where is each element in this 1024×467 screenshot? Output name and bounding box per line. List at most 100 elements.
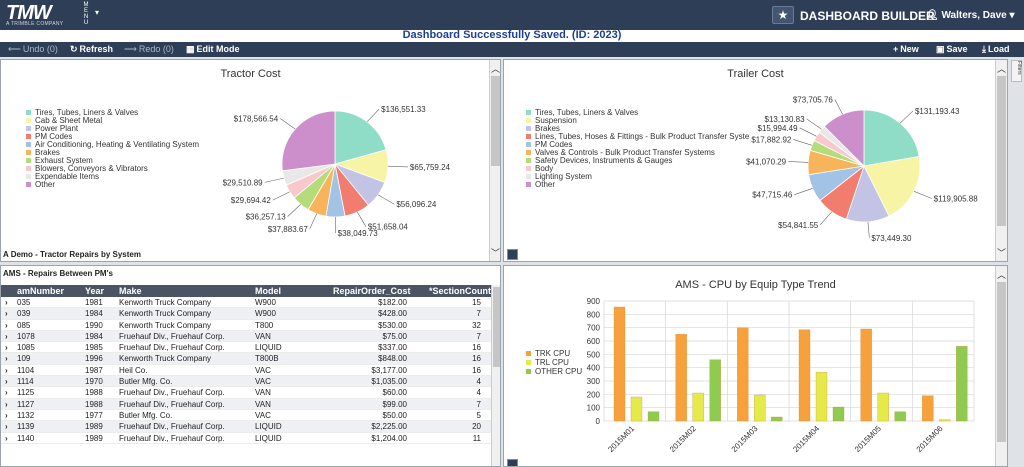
load-button[interactable]: ⤓ Load	[982, 44, 1009, 55]
expand-row-icon[interactable]: ›	[5, 298, 8, 307]
legend-item[interactable]: Brakes	[526, 125, 749, 133]
legend-item[interactable]: Expendable Items	[26, 173, 199, 181]
bar[interactable]	[798, 329, 811, 422]
expand-row-icon[interactable]: ›	[5, 309, 8, 319]
bar[interactable]	[737, 327, 749, 422]
legend-item[interactable]: Power Plant	[26, 125, 199, 133]
legend-item[interactable]: Other	[26, 181, 199, 189]
table-row[interactable]: › 1104 1987 Heil Co. VAC $3,177.00 16	[1, 365, 491, 377]
pie-slice[interactable]	[334, 110, 387, 165]
bar[interactable]	[922, 395, 934, 422]
column-header[interactable]: Year	[85, 286, 105, 296]
column-header[interactable]: amNumber	[17, 286, 65, 296]
scroll-up-icon[interactable]: ︿	[996, 270, 1006, 280]
bar[interactable]	[894, 411, 906, 422]
table-scrollbar[interactable]	[491, 285, 500, 466]
bar[interactable]	[815, 372, 828, 422]
expand-row-icon[interactable]: ›	[5, 354, 8, 364]
expand-row-icon[interactable]: ›	[5, 399, 8, 409]
legend-item[interactable]: Exhaust System	[26, 157, 199, 165]
legend-item[interactable]: Suspension	[526, 117, 749, 125]
legend-item[interactable]: Lighting System	[526, 173, 749, 181]
table-row[interactable]: › 1139 1989 Fruehauf Div., Fruehauf Corp. LI…	[1, 421, 491, 433]
table-row[interactable]: › 1132 1977 Butler Mfg. Co. VAC $50.00 5	[1, 410, 491, 422]
filters-tab[interactable]: Filters	[1011, 60, 1022, 82]
expand-row-icon[interactable]: ›	[5, 410, 8, 420]
cpu-scrollbar[interactable]: ︿	[995, 266, 1007, 466]
expand-row-icon[interactable]: ›	[5, 343, 8, 353]
expand-row-icon[interactable]: ›	[5, 388, 8, 398]
legend-item[interactable]: Lines, Tubes, Hoses & Fittings - Bulk Pr…	[526, 133, 749, 141]
column-header[interactable]: Model	[255, 286, 281, 296]
scroll-down-icon[interactable]: ﹀	[996, 248, 1006, 258]
scroll-up-icon[interactable]: ︿	[490, 64, 500, 74]
scroll-thumb[interactable]	[997, 282, 1006, 442]
legend-item[interactable]: Cab & Sheet Metal	[26, 117, 199, 125]
expand-row-icon[interactable]: ›	[5, 320, 8, 330]
table-row[interactable]: › 109 1996 Kenworth Truck Company T800B $848.…	[1, 353, 491, 365]
expand-row-icon[interactable]: ›	[5, 331, 8, 341]
scroll-down-icon[interactable]: ﹀	[490, 248, 500, 258]
table-row[interactable]: › 035 1981 Kenworth Truck Company W900 $182.0…	[1, 297, 491, 309]
column-header[interactable]: *SectionCount	[429, 286, 491, 296]
table-row[interactable]: › 085 1990 Kenworth Truck Company T800 $530.0…	[1, 320, 491, 331]
legend-item[interactable]: Tires, Tubes, Liners & Valves	[526, 109, 749, 117]
scroll-thumb[interactable]	[491, 76, 500, 166]
scroll-thumb[interactable]	[493, 287, 500, 367]
star-icon[interactable]: ★	[772, 6, 794, 24]
bar[interactable]	[939, 419, 951, 422]
legend-item[interactable]: Air Conditioning, Heating & Ventilating …	[26, 141, 199, 149]
tractor-scrollbar[interactable]: ︿ ﹀	[489, 60, 500, 261]
bar[interactable]	[675, 334, 687, 422]
chart-options-icon[interactable]	[507, 249, 518, 260]
table-row[interactable]: › 1085 1985 Fruehauf Div., Fruehauf Corp. LI…	[1, 342, 491, 354]
table-row[interactable]: › 1125 1988 Fruehauf Div., Fruehauf Corp. VA…	[1, 387, 491, 399]
bar[interactable]	[832, 406, 845, 422]
trailer-scrollbar[interactable]: ︿ ﹀	[995, 60, 1007, 261]
table-row[interactable]: › 1140 1989 Fruehauf Div., Fruehauf Corp. LI…	[1, 433, 491, 444]
table-row[interactable]: › 1127 1988 Fruehauf Div., Fruehauf Corp. VA…	[1, 398, 491, 410]
legend-item[interactable]: Safety Devices, Instruments & Gauges	[526, 157, 749, 165]
scroll-up-icon[interactable]: ︿	[996, 64, 1006, 74]
scroll-thumb[interactable]	[997, 76, 1006, 226]
legend-item[interactable]: Other	[526, 181, 749, 189]
bar[interactable]	[709, 359, 721, 422]
legend-item[interactable]: Valves & Controls - Bulk Product Transfe…	[526, 149, 749, 157]
table-row[interactable]: › 1114 1970 Butler Mfg. Co. VAC $1,035.00 4	[1, 376, 491, 388]
legend-item[interactable]: TRL CPU	[526, 358, 582, 367]
bar[interactable]	[613, 306, 626, 422]
bar[interactable]	[647, 411, 660, 422]
user-menu[interactable]: 👤︎ Walters, Dave ▾	[926, 10, 1015, 21]
pie-slice[interactable]	[281, 110, 336, 172]
table-row[interactable]: › 1078 1984 Fruehauf Div., Fruehauf Corp. VA…	[1, 330, 491, 343]
bar[interactable]	[754, 394, 766, 422]
bar[interactable]	[771, 416, 783, 422]
tmw-logo[interactable]: TMW A TRIMBLE COMPANY	[6, 2, 78, 28]
legend-item[interactable]: Body	[526, 165, 749, 173]
column-header[interactable]: RepairOrder_Cost	[333, 286, 411, 296]
legend-item[interactable]: Brakes	[26, 149, 199, 157]
bar[interactable]	[860, 328, 872, 422]
chart-options-icon[interactable]	[507, 459, 518, 466]
legend-item[interactable]: OTHER CPU	[526, 367, 582, 376]
legend-item[interactable]: TRK CPU	[526, 349, 582, 358]
legend-item[interactable]: Blowers, Conveyors & Vibrators	[26, 165, 199, 173]
edit-mode-button[interactable]: ▦ Edit Mode	[186, 44, 240, 55]
redo-button[interactable]: ⟶ Redo (0)	[124, 44, 174, 55]
expand-row-icon[interactable]: ›	[5, 433, 8, 443]
refresh-button[interactable]: ↻ Refresh	[70, 44, 113, 55]
undo-button[interactable]: ⟵ Undo (0)	[8, 44, 58, 55]
column-header[interactable]: Make	[119, 286, 142, 296]
bar[interactable]	[877, 392, 889, 422]
bar[interactable]	[692, 392, 704, 422]
legend-item[interactable]: PM Codes	[26, 133, 199, 141]
bar[interactable]	[630, 396, 643, 422]
chevron-down-icon[interactable]: ▾	[95, 8, 100, 17]
bar[interactable]	[956, 346, 968, 422]
new-button[interactable]: + New	[893, 44, 919, 54]
legend-item[interactable]: Tires, Tubes, Liners & Valves	[26, 109, 199, 117]
save-button[interactable]: ▣ Save	[936, 44, 968, 55]
table-row[interactable]: › 039 1984 Kenworth Truck Company W900 $428.0…	[1, 308, 491, 320]
legend-item[interactable]: PM Codes	[526, 141, 749, 149]
